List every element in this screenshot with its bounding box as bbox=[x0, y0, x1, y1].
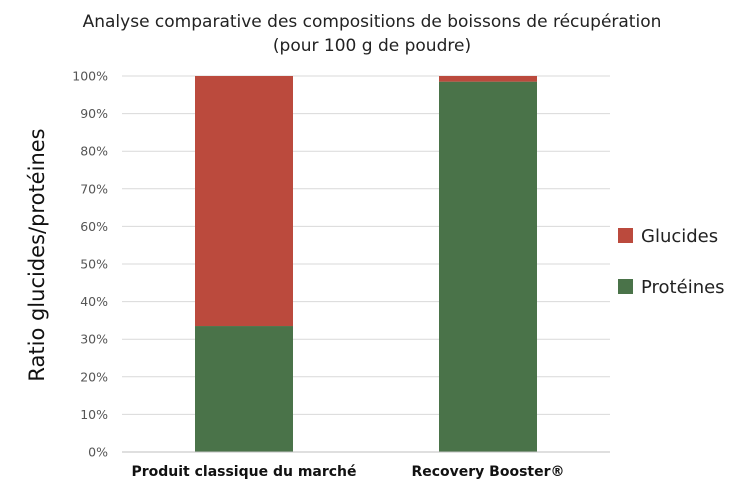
y-tick-label: 30% bbox=[80, 332, 108, 347]
y-tick-label: 70% bbox=[80, 181, 108, 196]
y-tick-label: 100% bbox=[72, 69, 108, 84]
bars bbox=[195, 76, 537, 452]
y-tick-label: 20% bbox=[80, 369, 108, 384]
legend: Glucides Protéines bbox=[618, 226, 725, 298]
legend-label: Protéines bbox=[641, 277, 725, 298]
x-category-label: Produit classique du marché bbox=[131, 464, 356, 480]
y-tick-label: 0% bbox=[88, 445, 108, 460]
chart-title-line-2: (pour 100 g de poudre) bbox=[273, 36, 471, 56]
y-axis-tick-labels: 0% 10% 20% 30% 40% 50% 60% 70% 80% 90% 100% bbox=[72, 69, 108, 460]
bar-segment bbox=[439, 76, 537, 82]
y-tick-label: 80% bbox=[80, 144, 108, 159]
bar-segment bbox=[195, 76, 293, 327]
bar-segment bbox=[439, 81, 537, 452]
legend-label: Glucides bbox=[641, 226, 718, 247]
bar-segment bbox=[195, 326, 293, 452]
y-tick-label: 40% bbox=[80, 294, 108, 309]
y-tick-label: 90% bbox=[80, 106, 108, 121]
y-tick-label: 10% bbox=[80, 407, 108, 422]
chart-title-line-1: Analyse comparative des compositions de … bbox=[83, 12, 662, 32]
x-category-label: Recovery Booster® bbox=[411, 464, 564, 480]
y-tick-label: 60% bbox=[80, 219, 108, 234]
x-axis-category-labels: Produit classique du marché Recovery Boos… bbox=[131, 464, 564, 480]
legend-swatch bbox=[618, 279, 633, 294]
y-tick-label: 50% bbox=[80, 257, 108, 272]
y-axis-title: Ratio glucides/protéines bbox=[25, 128, 49, 381]
legend-swatch bbox=[618, 228, 633, 243]
